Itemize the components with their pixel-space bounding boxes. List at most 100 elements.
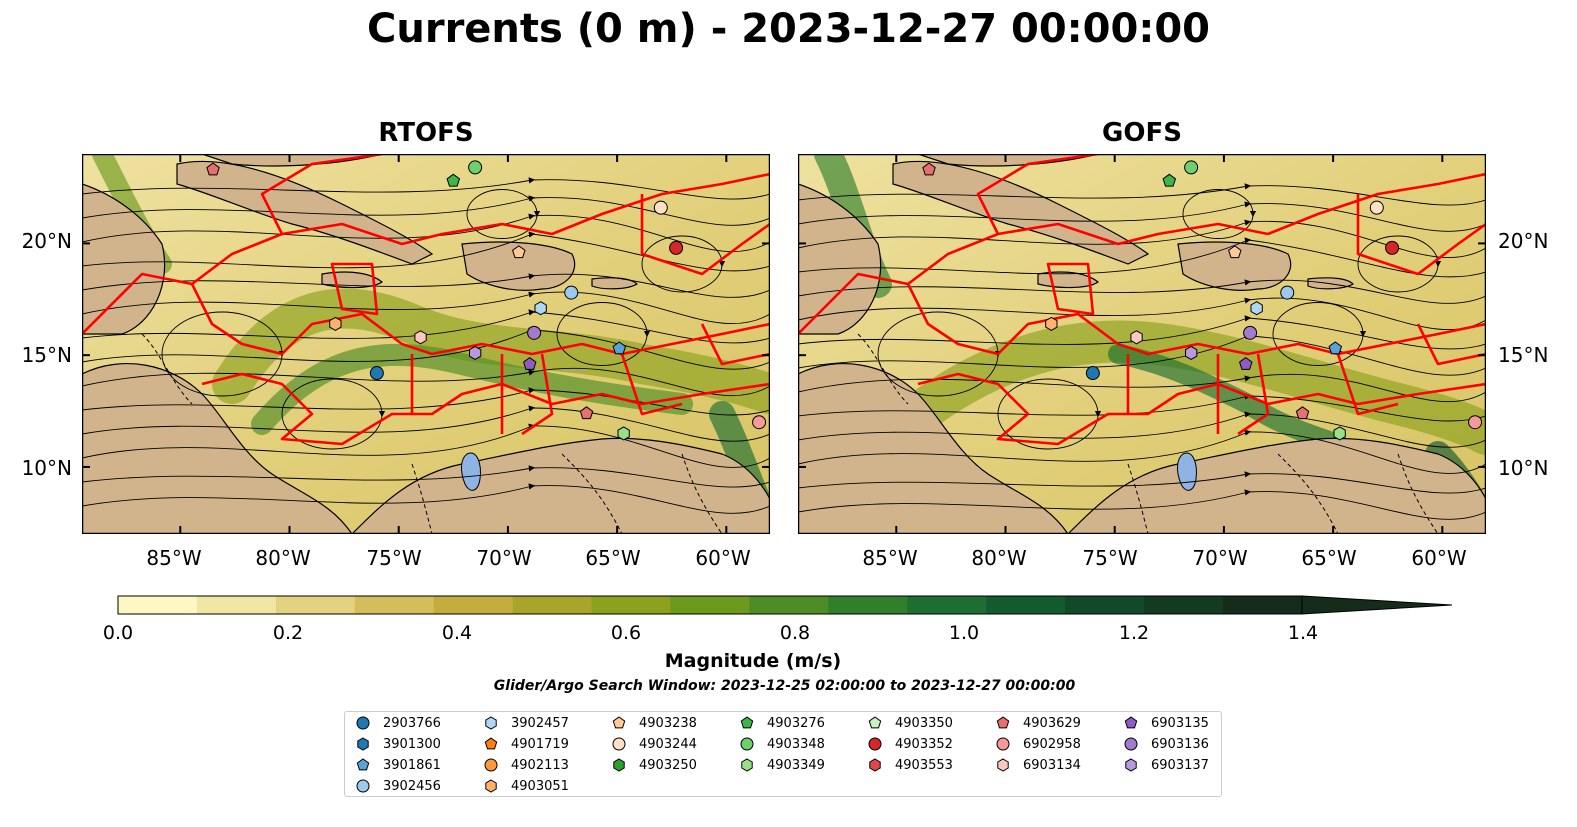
- streamline: [798, 489, 1486, 520]
- float-marker-6903135: [1239, 356, 1253, 370]
- legend-item-4903352: 4903352: [867, 734, 953, 754]
- legend-marker-4903250: [613, 758, 625, 772]
- gofs-map: [798, 154, 1486, 534]
- colorbar-tick-0-2: 0.2: [272, 622, 304, 644]
- panel-title-gofs: GOFS: [1102, 118, 1182, 148]
- legend-item-4903348: 4903348: [739, 734, 825, 754]
- float-marker-3901861: [1328, 341, 1343, 355]
- streamline: [82, 273, 770, 298]
- float-marker-4903244: [653, 200, 668, 215]
- eez-boundary-line: [410, 323, 770, 436]
- land-hispaniola: [461, 241, 576, 291]
- legend-item-4903349: 4903349: [739, 755, 825, 775]
- streamline: [82, 177, 770, 200]
- float-marker-4903348: [1184, 160, 1199, 175]
- float-marker-4903629: [206, 162, 220, 176]
- lon-label-60w-right: 60°W: [1411, 546, 1467, 570]
- eez-boundary-line: [190, 283, 770, 356]
- legend-item-4903629: 4903629: [995, 713, 1081, 733]
- eez-boundary-line: [906, 283, 1486, 356]
- country-border: [1397, 453, 1439, 534]
- country-border: [681, 453, 723, 534]
- legend-item-4903350: 4903350: [867, 713, 953, 733]
- legend-label: 2903766: [383, 715, 441, 731]
- legend-marker-4903629: [996, 716, 1010, 729]
- float-marker-4903352: [669, 240, 684, 255]
- streamline: [1357, 235, 1442, 293]
- legend-marker-6903137: [1125, 758, 1137, 772]
- lat-label-10n-left: 10°N: [21, 456, 72, 480]
- land-central-america: [82, 363, 353, 534]
- country-border: [1277, 453, 1339, 534]
- colorbar-segment: [1065, 596, 1145, 614]
- float-marker-4903238: [512, 245, 526, 259]
- legend-marker-4903553: [869, 758, 881, 772]
- land-hispaniola: [1177, 241, 1292, 291]
- legend-label: 6902958: [1023, 736, 1081, 752]
- country-border: [561, 453, 623, 534]
- float-marker-6903135: [523, 356, 537, 370]
- land-yucatan: [82, 183, 166, 335]
- streamline: [798, 183, 1486, 206]
- float-marker-2903766: [369, 366, 384, 381]
- float-marker-4903349: [1333, 426, 1346, 441]
- lon-label-85w-right: 85°W: [862, 546, 918, 570]
- country-border: [411, 463, 433, 534]
- colorbar-tick-0-4: 0.4: [441, 622, 473, 644]
- legend-marker-4902113: [484, 758, 498, 772]
- legend-marker-3902457: [485, 716, 497, 730]
- streamline: [997, 378, 1102, 450]
- colorbar-segment: [1144, 596, 1224, 614]
- legend-label: 3902456: [383, 778, 441, 794]
- legend-marker-4903276: [740, 716, 754, 729]
- float-marker-4903629: [579, 406, 594, 420]
- legend-item-4903051: 4903051: [483, 776, 569, 796]
- float-marker-4903051: [1045, 316, 1058, 331]
- streamline: [82, 465, 770, 488]
- colorbar-segment: [354, 596, 435, 614]
- float-marker-4903352: [1385, 240, 1400, 255]
- lat-label-15n-right: 15°N: [1498, 343, 1549, 367]
- streamline: [82, 327, 770, 370]
- legend-marker-6903135: [1124, 716, 1138, 729]
- eez-boundary-line: [640, 194, 770, 276]
- streamline: [82, 423, 770, 468]
- legend-marker-4903352: [868, 737, 882, 751]
- legend-label: 4903238: [639, 715, 697, 731]
- eez-boundary-line: [330, 262, 379, 316]
- lon-label-65w-left: 65°W: [585, 546, 641, 570]
- streamline: [798, 429, 1486, 474]
- lon-label-65w-right: 65°W: [1301, 546, 1357, 570]
- legend-label: 6903136: [1151, 736, 1209, 752]
- float-marker-2903766: [1085, 366, 1100, 381]
- lat-label-15n-left: 15°N: [21, 343, 72, 367]
- land-south-america: [1067, 437, 1486, 534]
- map-frame: [798, 154, 1486, 534]
- float-marker-4903276: [446, 173, 461, 187]
- colorbar-segment: [433, 596, 514, 614]
- streamline: [798, 297, 1486, 330]
- lon-label-70w-left: 70°W: [476, 546, 532, 570]
- panel-title-rtofs: RTOFS: [378, 118, 474, 148]
- float-marker-3902457: [1250, 301, 1263, 316]
- legend-label: 4903349: [767, 757, 825, 773]
- streamline: [82, 483, 770, 514]
- streamline: [281, 378, 386, 450]
- eez-boundary-line: [1126, 323, 1486, 436]
- legend-item-4902113: 4902113: [483, 755, 569, 775]
- legend-label: 3902457: [511, 715, 569, 731]
- country-border: [141, 333, 193, 405]
- colorbar-tick-0-0: 0.0: [102, 622, 134, 644]
- legend-label: 6903134: [1023, 757, 1081, 773]
- float-marker-6903136: [527, 325, 542, 340]
- legend-item-4903244: 4903244: [611, 734, 697, 754]
- legend-marker-4903244: [612, 737, 626, 751]
- lon-label-70w-right: 70°W: [1192, 546, 1248, 570]
- colorbar-segment: [986, 596, 1066, 614]
- legend-item-6903137: 6903137: [1123, 755, 1209, 775]
- float-marker-3902456: [1280, 285, 1295, 300]
- colorbar-label: Magnitude (m/s): [664, 650, 842, 672]
- eez-boundary-line: [201, 372, 770, 446]
- colorbar-tick-0-6: 0.6: [610, 622, 642, 644]
- lat-label-10n-right: 10°N: [1498, 456, 1549, 480]
